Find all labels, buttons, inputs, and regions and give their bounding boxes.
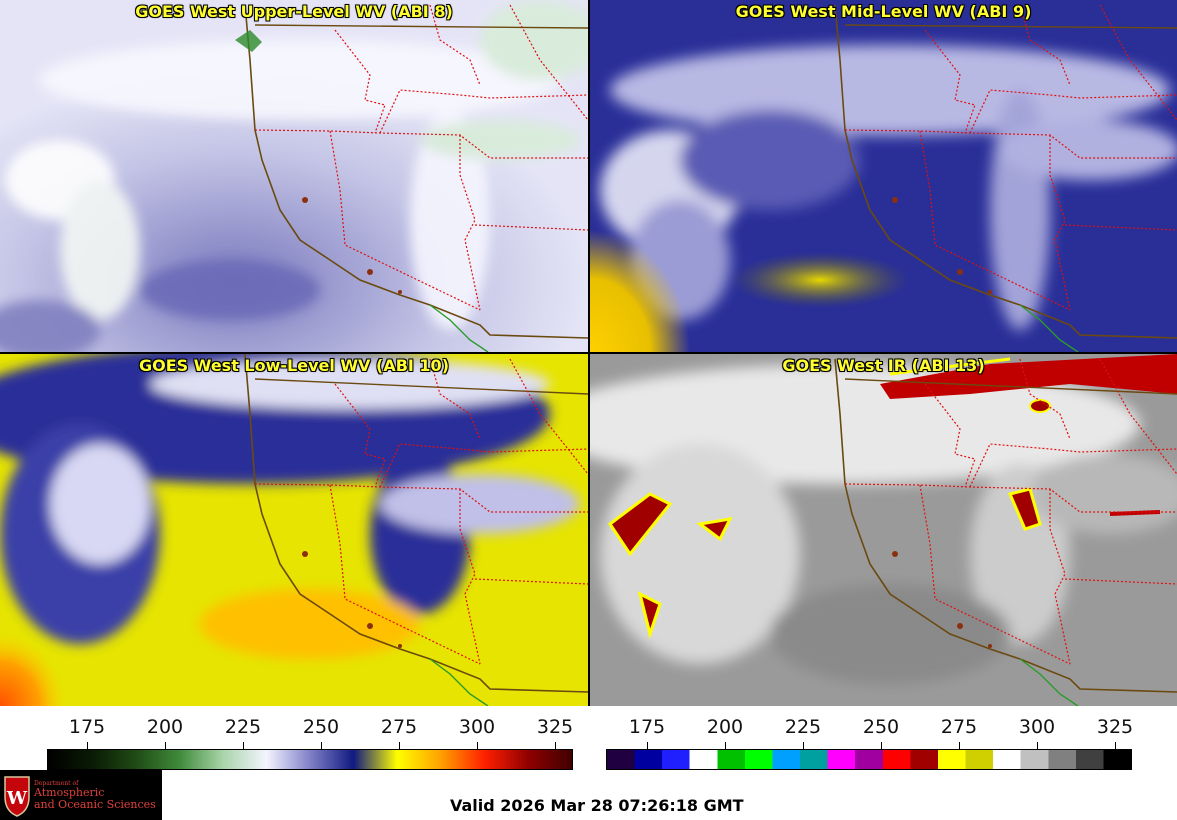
wv-tick-label: 300	[458, 716, 496, 738]
wv-tickmark	[555, 742, 556, 749]
ir-tick-label: 300	[1018, 716, 1056, 738]
wv-colorbar	[47, 749, 573, 770]
panel-divider-horizontal	[0, 352, 1177, 354]
upper-wv-image	[0, 0, 588, 352]
panel-title: GOES West Upper-Level WV (ABI 8)	[135, 2, 453, 21]
panel-mid-wv: GOES West Mid-Level WV (ABI 9)	[590, 0, 1177, 352]
ir-tick-label: 225	[784, 716, 822, 738]
ir-tick-label: 275	[940, 716, 978, 738]
valid-time: Valid 2026 Mar 28 07:26:18 GMT	[450, 796, 744, 815]
logo-line-1: Department of	[34, 780, 79, 787]
wv-tick-label: 200	[146, 716, 184, 738]
aos-logo[interactable]: W Department of Atmospheric and Oceanic …	[0, 770, 162, 820]
wv-tickmark	[477, 742, 478, 749]
logo-text: Department of Atmospheric and Oceanic Sc…	[34, 780, 156, 811]
wv-tickmark	[399, 742, 400, 749]
wv-tick-label: 325	[536, 716, 574, 738]
low-wv-image	[0, 354, 588, 706]
panel-title: GOES West Low-Level WV (ABI 10)	[138, 356, 449, 375]
ir-colorbar	[606, 749, 1132, 770]
mid-wv-image	[590, 0, 1177, 352]
ir-tickmark	[959, 742, 960, 749]
svg-text:W: W	[6, 788, 28, 809]
ir-tick-label: 200	[706, 716, 744, 738]
ir-tickmark	[881, 742, 882, 749]
wv-tick-label: 250	[302, 716, 340, 738]
ir-tick-label: 250	[862, 716, 900, 738]
ir-tickmark	[803, 742, 804, 749]
wv-tick-label: 275	[380, 716, 418, 738]
logo-line-2: Atmospheric	[34, 786, 105, 799]
ir-tickmark	[647, 742, 648, 749]
wv-tick-label: 175	[68, 716, 106, 738]
ir-tickmark	[1037, 742, 1038, 749]
uw-crest-icon: W	[4, 776, 30, 817]
ir-image	[590, 354, 1177, 706]
ir-tickmark	[725, 742, 726, 749]
panel-title: GOES West Mid-Level WV (ABI 9)	[735, 2, 1032, 21]
logo-line-3: and Oceanic Sciences	[34, 798, 156, 811]
cold-cloud-tops	[607, 354, 1177, 640]
panel-title: GOES West IR (ABI 13)	[782, 356, 985, 375]
wv-tickmark	[321, 742, 322, 749]
wv-tick-label: 225	[224, 716, 262, 738]
wv-tickmark	[165, 742, 166, 749]
wv-tickmark	[243, 742, 244, 749]
panel-low-wv: GOES West Low-Level WV (ABI 10)	[0, 354, 588, 706]
panel-ir: GOES West IR (ABI 13)	[590, 354, 1177, 706]
wv-tickmark	[87, 742, 88, 749]
ir-tick-label: 325	[1096, 716, 1134, 738]
ir-tick-label: 175	[628, 716, 666, 738]
panel-upper-wv: GOES West Upper-Level WV (ABI 8)	[0, 0, 588, 352]
ir-tickmark	[1115, 742, 1116, 749]
